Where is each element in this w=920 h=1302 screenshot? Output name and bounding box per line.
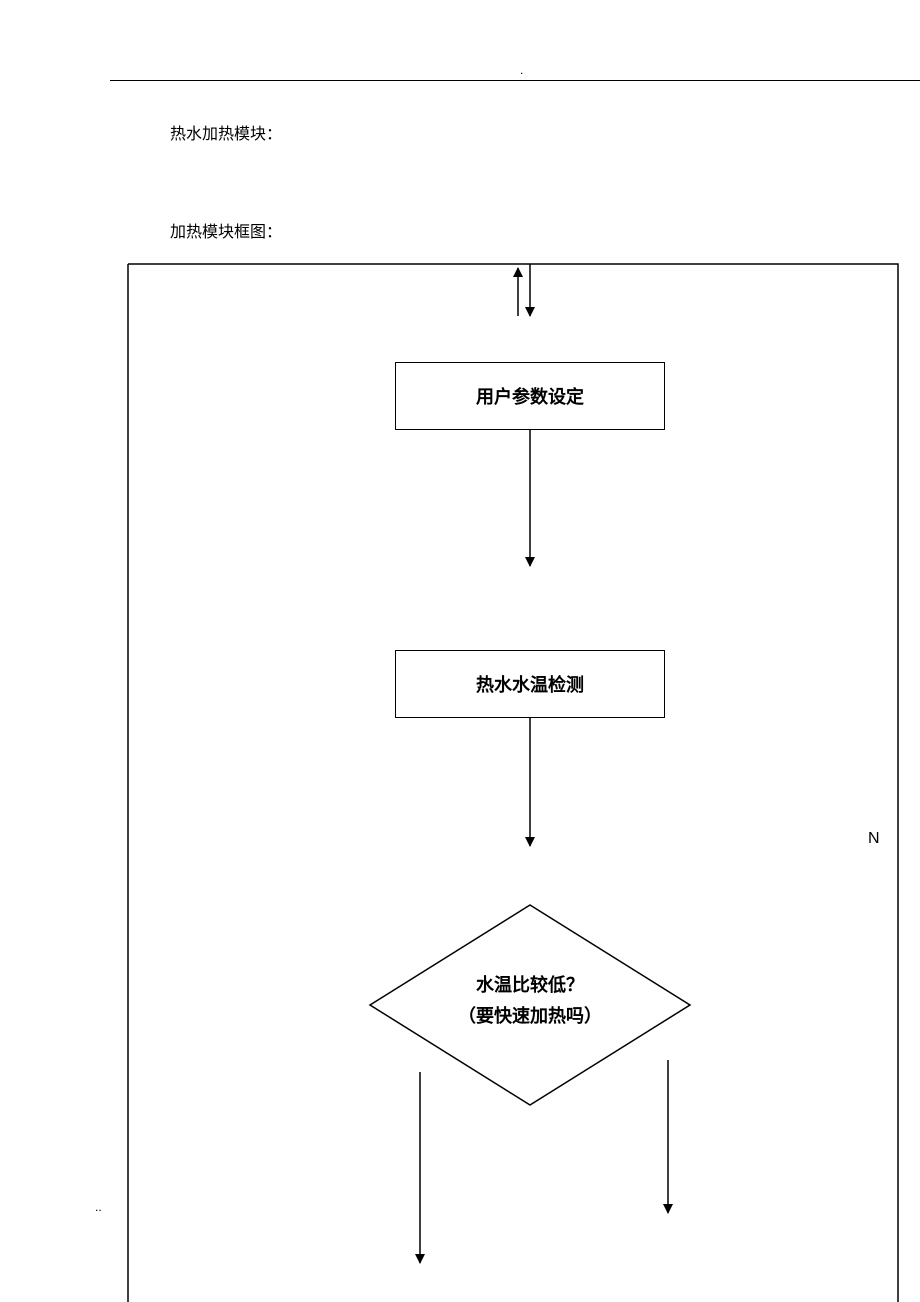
flowchart-container: 用户参数设定 热水水温检测 水温比较低？ （要快速加热吗） N	[0, 0, 920, 1302]
node-temp-detect: 热水水温检测	[395, 650, 665, 718]
decision-line2: （要快速加热吗）	[458, 1006, 602, 1026]
node-temp-detect-label: 热水水温检测	[476, 671, 584, 697]
decision-line1: 水温比较低？	[476, 975, 584, 995]
edge-label-N: N	[868, 830, 880, 848]
node-user-param-label: 用户参数设定	[476, 383, 584, 409]
footer-dots: ..	[95, 1200, 102, 1214]
node-decision-label: 水温比较低？ （要快速加热吗）	[370, 970, 690, 1031]
node-user-param: 用户参数设定	[395, 362, 665, 430]
